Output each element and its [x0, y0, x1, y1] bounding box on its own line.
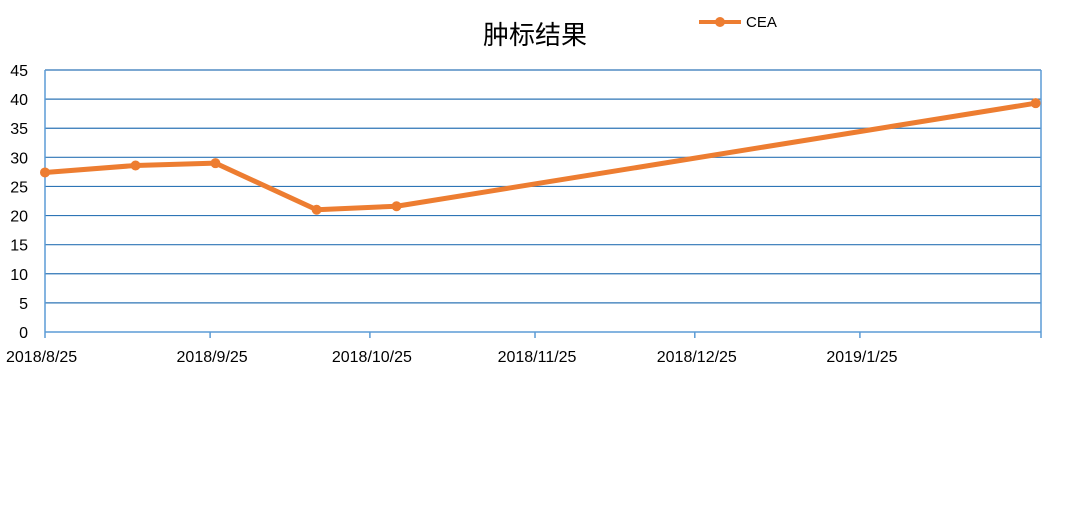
y-tick-label: 20 — [10, 209, 28, 226]
series-line-cea — [42, 100, 1039, 213]
x-tick-label: 2018/11/25 — [498, 349, 577, 366]
y-tick-label: 30 — [10, 150, 28, 167]
data-point — [210, 158, 221, 169]
x-tick-label: 2018/10/25 — [332, 349, 412, 366]
x-axis-ticks: 2018/8/25 2018/9/25 2018/10/25 2018/11/25 20… — [6, 332, 1042, 366]
series-cea — [40, 98, 1041, 215]
y-tick-label: 45 — [10, 63, 28, 80]
legend-label-cea: CEA — [746, 14, 777, 31]
y-tick-label: 25 — [10, 179, 28, 196]
x-tick-label: 2018/12/25 — [657, 349, 737, 366]
y-axis-ticks: 0 5 10 15 20 25 30 35 40 45 — [10, 63, 28, 342]
data-point — [311, 204, 322, 215]
data-point — [1030, 98, 1041, 109]
chart-title: 肿标结果 — [483, 21, 587, 51]
y-tick-label: 5 — [19, 296, 28, 313]
x-tick-label: 2018/8/25 — [6, 349, 77, 366]
axes — [44, 70, 1042, 333]
data-point — [40, 167, 50, 178]
y-tick-label: 0 — [19, 325, 28, 342]
x-tick-label: 2018/9/25 — [177, 349, 248, 366]
data-point — [391, 201, 402, 212]
y-tick-label: 15 — [10, 238, 28, 255]
gridlines — [45, 69, 1041, 304]
x-tick-label: 2019/1/25 — [826, 349, 897, 366]
y-tick-label: 10 — [10, 267, 28, 284]
legend: CEA — [699, 14, 777, 31]
y-tick-label: 40 — [10, 92, 28, 109]
legend-marker — [715, 17, 725, 27]
data-point — [130, 160, 141, 171]
y-tick-label: 35 — [10, 121, 28, 138]
